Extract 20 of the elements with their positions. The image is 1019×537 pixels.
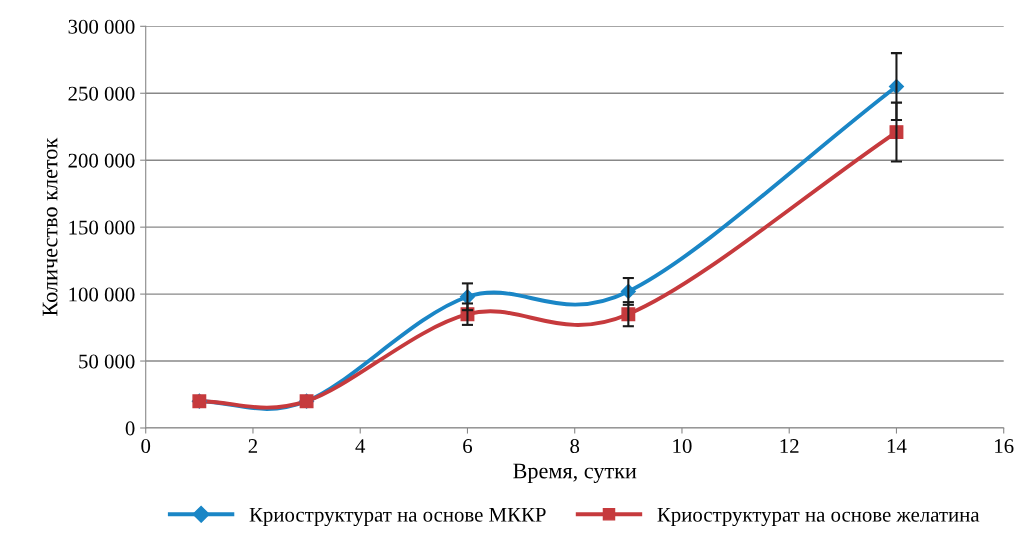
legend-label: Криоструктурат на основе желатина — [657, 507, 980, 527]
legend-label: Криоструктурат на основе МККР — [249, 507, 546, 527]
y-tick-label: 0 — [125, 421, 135, 436]
x-tick-label: 8 — [570, 439, 580, 454]
y-tick-label: 150 000 — [69, 220, 135, 235]
x-tick-label: 2 — [248, 439, 258, 453]
y-tick-label: 250 000 — [68, 86, 135, 101]
x-tick-label: 16 — [995, 439, 1014, 454]
x-tick-label: 6 — [463, 439, 473, 454]
y-tick-label: 100 000 — [69, 287, 135, 302]
x-tick-label: 14 — [887, 439, 907, 453]
x-tick-label: 4 — [355, 439, 366, 453]
y-tick-label: 300 000 — [68, 19, 135, 34]
x-tick-label: 10 — [673, 439, 692, 454]
x-tick-label: 0 — [141, 439, 151, 454]
x-tick-label: 12 — [780, 439, 799, 453]
y-tick-label: 50 000 — [79, 354, 135, 369]
y-tick-label: 200 000 — [68, 153, 135, 168]
x-axis-title: Время, сутки — [513, 463, 637, 484]
y-axis-title: Количество клеток — [42, 137, 58, 316]
